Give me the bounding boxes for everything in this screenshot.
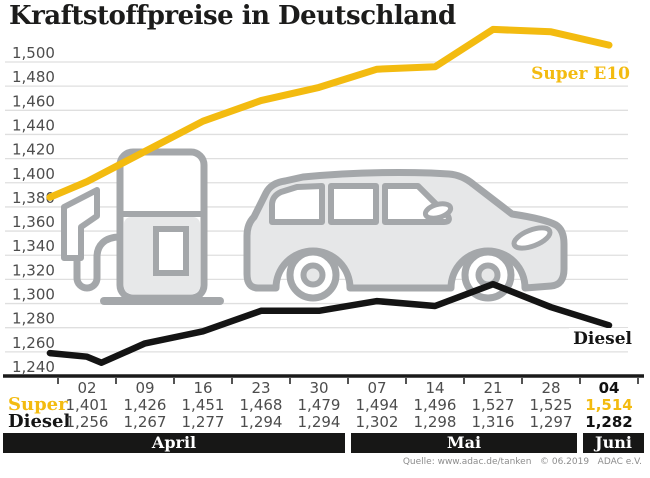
super-price-value: 1,525 [529, 396, 573, 414]
date-label: 28 [541, 379, 561, 397]
y-axis-tick-label: 1,440 [12, 116, 55, 134]
source-credit: Quelle: www.adac.de/tanken © 06.2019 ADA… [402, 457, 642, 467]
super-price-row: Super 1,401 1,426 1,451 1,468 1,479 1,494 1,49… [0, 394, 650, 415]
diesel-price-value: 1,294 [239, 413, 283, 431]
line-super-e10 [46, 25, 613, 201]
date-label: 04 [598, 379, 620, 397]
diesel-price-value: 1,282 [585, 413, 633, 431]
price-lines [46, 25, 613, 366]
y-axis-tick-label: 1,460 [12, 92, 55, 110]
row-label-super: Super [8, 394, 68, 415]
x-axis [3, 374, 644, 384]
super-price-value: 1,401 [65, 396, 109, 414]
y-axis-tick-label: 1,320 [12, 261, 55, 279]
diesel-price-value: 1,277 [181, 413, 225, 431]
date-label: 21 [483, 379, 503, 397]
date-row: 02 09 16 23 30 07 14 21 28 04 [0, 379, 650, 397]
diesel-price-value: 1,267 [123, 413, 167, 431]
month-bars: April Mai Juni [0, 433, 650, 453]
super-price-value: 1,494 [355, 396, 399, 414]
date-label: 30 [309, 379, 329, 397]
super-price-value: 1,479 [297, 396, 341, 414]
super-price-value: 1,496 [413, 396, 457, 414]
super-price-value: 1,468 [239, 396, 283, 414]
month-bar-juni: Juni [583, 433, 644, 453]
date-label: 16 [193, 379, 213, 397]
diesel-price-value: 1,302 [355, 413, 399, 431]
diesel-price-value: 1,294 [297, 413, 341, 431]
car-icon [243, 169, 568, 302]
y-axis-tick-label: 1,360 [12, 213, 55, 231]
diesel-price-value: 1,316 [471, 413, 515, 431]
date-label: 14 [425, 379, 445, 397]
diesel-price-value: 1,298 [413, 413, 457, 431]
y-axis-tick-label: 1,480 [12, 68, 55, 86]
y-axis-tick-label: 1,280 [12, 310, 55, 328]
super-price-value: 1,514 [585, 396, 633, 414]
super-price-value: 1,451 [181, 396, 225, 414]
y-axis-tick-label: 1,380 [12, 189, 55, 207]
super-price-value: 1,426 [123, 396, 167, 414]
date-label: 07 [367, 379, 387, 397]
fuel-pump-icon [61, 148, 224, 305]
month-bar-april: April [3, 433, 345, 453]
y-axis-tick-label: 1,260 [12, 334, 55, 352]
series-label-super-e10: Super E10 [527, 63, 634, 85]
date-label: 09 [135, 379, 155, 397]
y-axis-tick-label: 1,300 [12, 286, 55, 304]
y-axis-tick-label: 1,420 [12, 141, 55, 159]
month-bar-mai: Mai [351, 433, 577, 453]
y-axis-tick-label: 1,240 [12, 358, 55, 376]
diesel-price-value: 1,297 [529, 413, 573, 431]
y-axis-tick-label: 1,500 [12, 44, 55, 62]
page-title: Kraftstoffpreise in Deutschland [9, 1, 456, 31]
super-price-value: 1,527 [471, 396, 515, 414]
y-axis-tick-label: 1,400 [12, 165, 55, 183]
row-label-diesel: Diesel [8, 411, 71, 432]
line-diesel [46, 280, 613, 366]
date-label: 23 [251, 379, 271, 397]
y-axis-tick-label: 1,340 [12, 237, 55, 255]
diesel-price-value: 1,256 [65, 413, 109, 431]
diesel-price-row: Diesel 1,256 1,267 1,277 1,294 1,294 1,302 1,2… [0, 411, 650, 432]
date-label: 02 [77, 379, 97, 397]
series-label-diesel: Diesel [569, 328, 636, 350]
